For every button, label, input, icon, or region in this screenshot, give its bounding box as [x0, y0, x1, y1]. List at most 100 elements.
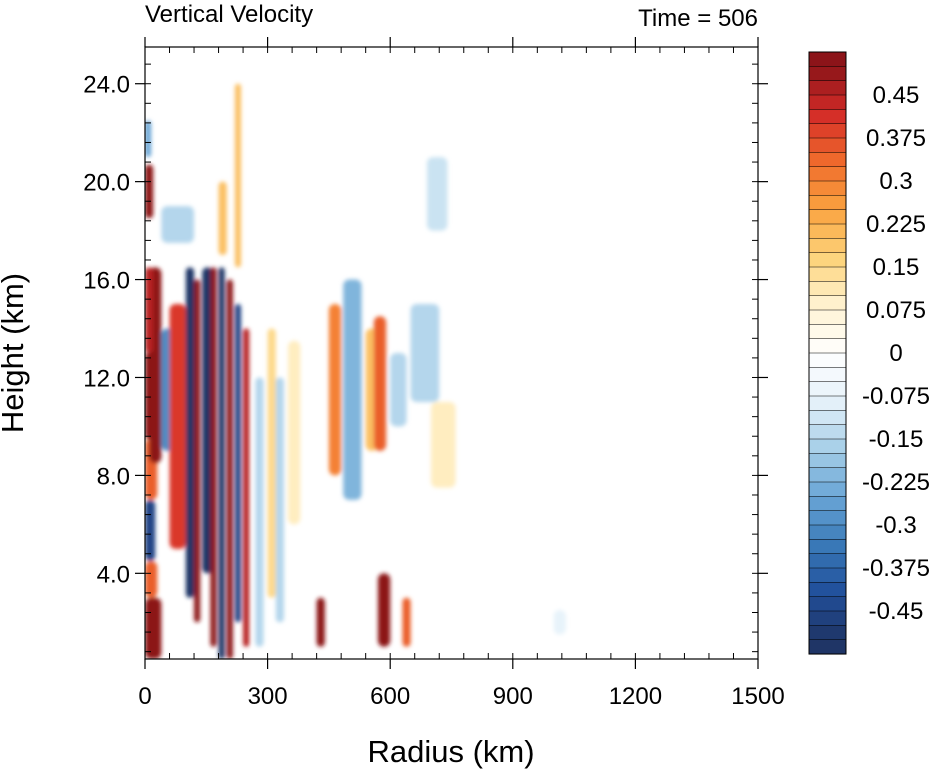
- field-cell-37: [553, 610, 566, 635]
- colorbar-label: -0.075: [862, 383, 930, 410]
- axes: 0 300 600 900 1200 1500 4.0 8.0 12.0 16.0 20.0 24.0: [83, 37, 785, 710]
- colorbar-band: [808, 438, 847, 454]
- y-tick-label: 4.0: [97, 561, 130, 588]
- colorbar-band: [808, 367, 847, 383]
- field-cell-21: [234, 83, 242, 268]
- y-tick-label: 16.0: [83, 268, 130, 295]
- colorbar-band: [808, 539, 847, 555]
- colorbar-band: [808, 80, 847, 96]
- colorbar-band: [808, 338, 847, 354]
- colorbar-band: [808, 209, 847, 225]
- colorbar-band: [808, 395, 847, 411]
- field-cell-20: [218, 181, 227, 256]
- colorbar-band: [808, 51, 847, 67]
- colorbar-band: [808, 152, 847, 168]
- plot-area: 0 300 600 900 1200 1500 4.0 8.0 12.0 16.0 20.0 24.0: [83, 37, 785, 710]
- field-cell-8: [169, 304, 186, 549]
- colorbar-band: [808, 496, 847, 512]
- colorbar-label: 0.075: [866, 297, 926, 324]
- colorbar-label: 0: [889, 340, 902, 367]
- colorbar: 0.45 0.375 0.3 0.225 0.15 0.075 0 -0.075 -0.15 -0…: [808, 51, 930, 655]
- field-cell-18: [145, 120, 152, 158]
- colorbar-band: [808, 567, 847, 583]
- y-tick-label: 20.0: [83, 170, 130, 197]
- colorbar-label: -0.3: [875, 512, 916, 539]
- field-cell-13: [218, 267, 225, 659]
- x-tick-label: 300: [248, 683, 288, 710]
- colorbar-band: [808, 410, 847, 426]
- x-tick-label: 1200: [609, 683, 662, 710]
- y-tick-label: 12.0: [83, 365, 130, 392]
- x-tick-label: 600: [370, 683, 410, 710]
- field-cell-16: [243, 328, 250, 647]
- field-cell-10: [194, 279, 201, 623]
- field-cell-31: [377, 573, 391, 647]
- field-cell-11: [202, 267, 213, 574]
- colorbar-band: [808, 582, 847, 598]
- colorbar-band: [808, 381, 847, 397]
- y-tick-label: 8.0: [97, 463, 130, 490]
- field-cell-32: [390, 353, 407, 427]
- field-cell-27: [328, 304, 342, 476]
- colorbar-label: 0.15: [873, 254, 920, 281]
- field-cell-17: [145, 164, 154, 219]
- x-axis-title: Radius (km): [367, 734, 534, 769]
- colorbar-label: -0.15: [869, 426, 924, 453]
- field-cell-0: [145, 597, 162, 659]
- field-cell-14: [226, 279, 233, 659]
- chart-title: Vertical Velocity: [145, 1, 313, 28]
- field-cell-19: [161, 206, 195, 243]
- x-tick-label: 0: [138, 683, 151, 710]
- field-cell-33: [402, 597, 411, 647]
- colorbar-label: 0.45: [873, 82, 920, 109]
- colorbar-band: [808, 352, 847, 368]
- colorbar-band: [808, 295, 847, 311]
- x-tick-label: 900: [493, 683, 533, 710]
- colorbar-label: -0.375: [862, 555, 930, 582]
- field-cell-15: [234, 304, 242, 623]
- field-cell-23: [267, 328, 276, 598]
- field-cell-30: [373, 316, 387, 451]
- field-cell-24: [275, 377, 284, 623]
- colorbar-band: [808, 94, 847, 110]
- field-cell-12: [210, 267, 217, 647]
- time-label: Time = 506: [638, 5, 758, 32]
- velocity-field: [145, 83, 566, 659]
- colorbar-label: 0.3: [879, 168, 912, 195]
- field-cell-22: [255, 377, 264, 647]
- colorbar-band: [808, 424, 847, 440]
- field-cell-28: [343, 279, 362, 500]
- field-cell-34: [410, 304, 440, 402]
- colorbar-band: [808, 324, 847, 340]
- colorbar-band: [808, 467, 847, 483]
- colorbar-band: [808, 524, 847, 540]
- field-cell-1: [145, 561, 158, 598]
- colorbar-frame: [808, 51, 847, 655]
- colorbar-band: [808, 166, 847, 182]
- colorbar-band: [808, 596, 847, 612]
- colorbar-band: [808, 223, 847, 239]
- colorbar-label: -0.225: [862, 469, 930, 496]
- field-cell-36: [431, 401, 456, 488]
- colorbar-label: 0.225: [866, 211, 926, 238]
- colorbar-band: [808, 610, 847, 626]
- field-cell-6: [145, 267, 154, 353]
- field-cell-2: [145, 499, 156, 562]
- y-axis-title: Height (km): [0, 273, 30, 433]
- colorbar-label: 0.375: [866, 125, 926, 152]
- colorbar-band: [808, 453, 847, 469]
- field-cell-26: [316, 597, 325, 647]
- colorbar-band: [808, 195, 847, 211]
- colorbar-band: [808, 625, 847, 641]
- x-tick-label: 1500: [731, 683, 784, 710]
- colorbar-band: [808, 109, 847, 125]
- colorbar-label: -0.45: [869, 598, 924, 625]
- colorbar-band: [808, 137, 847, 153]
- colorbar-band: [808, 481, 847, 497]
- colorbar-band: [808, 266, 847, 282]
- colorbar-band: [808, 66, 847, 82]
- colorbar-band: [808, 510, 847, 526]
- colorbar-band: [808, 252, 847, 268]
- y-tick-label: 24.0: [83, 72, 130, 99]
